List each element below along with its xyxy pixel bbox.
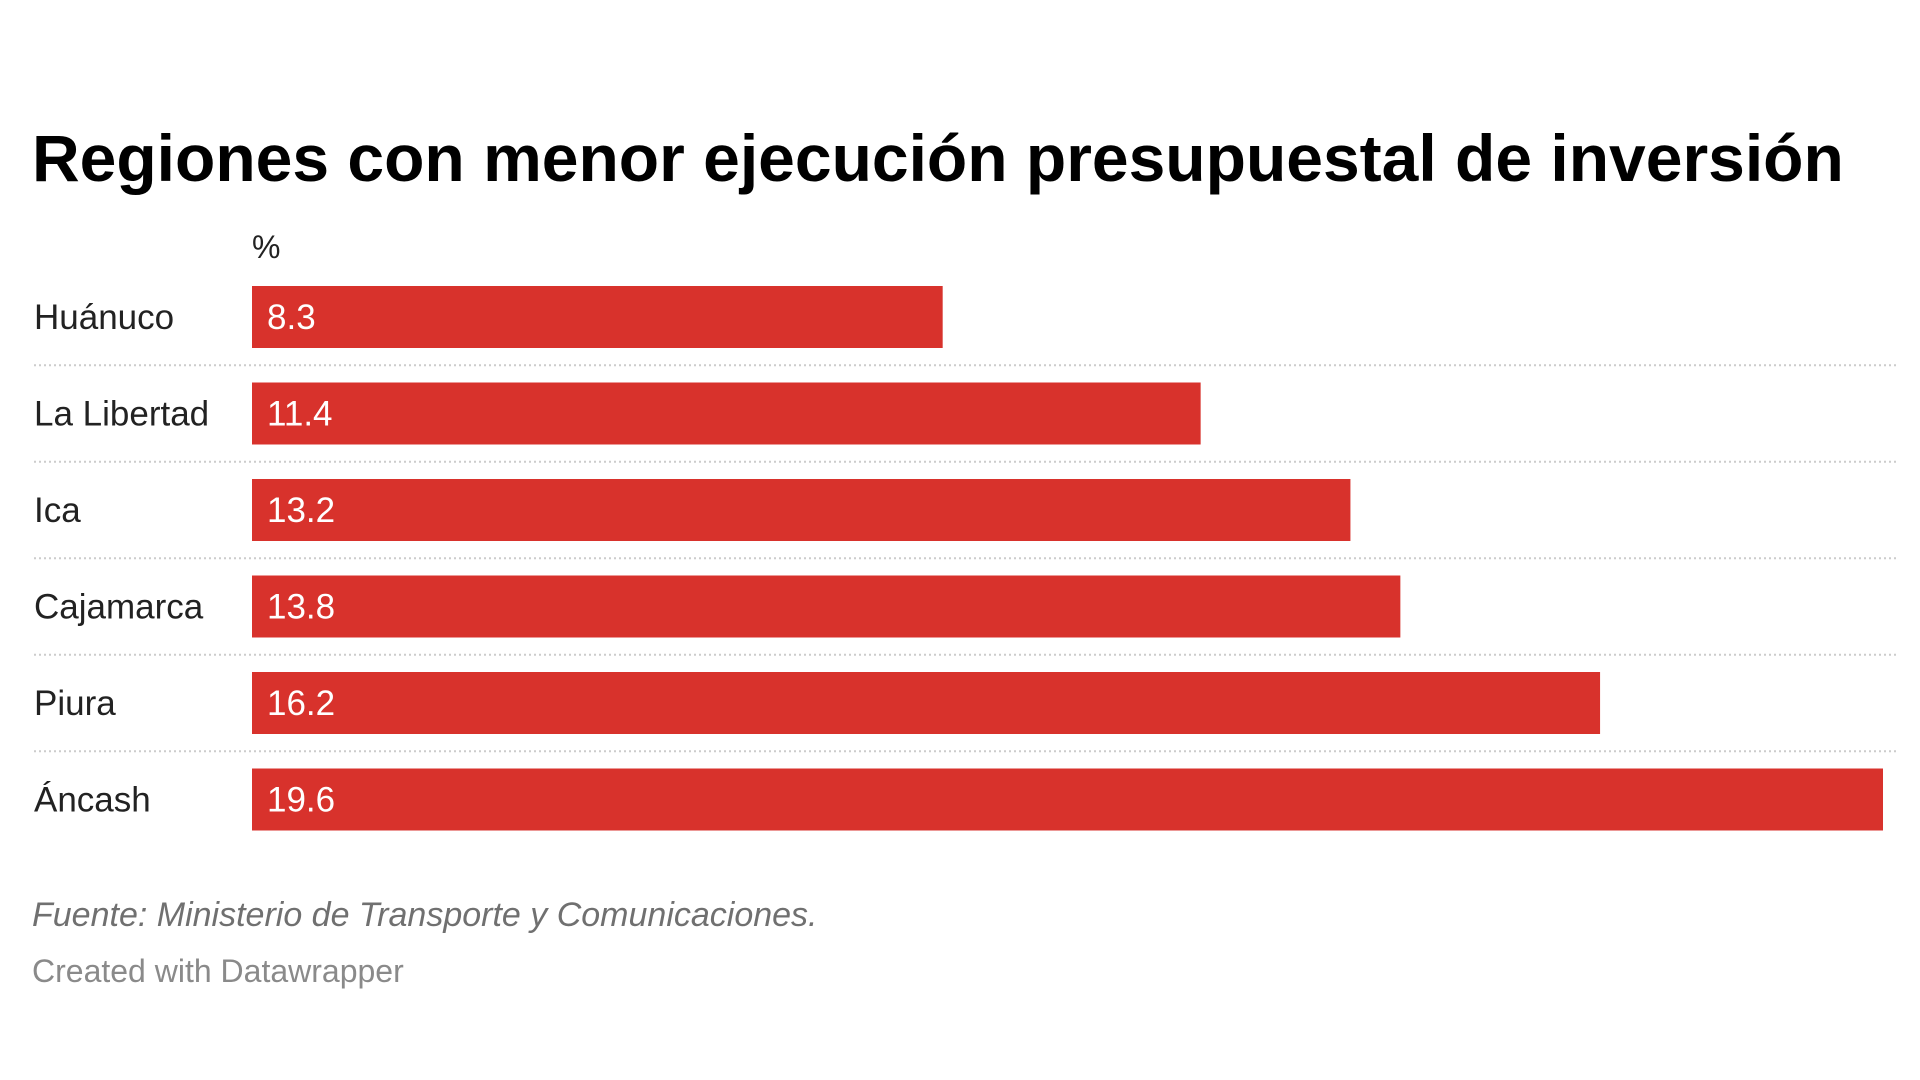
value-label: 19.6: [267, 781, 335, 820]
bar: [252, 382, 1201, 445]
bar: [252, 575, 1401, 638]
value-label: 11.4: [267, 395, 333, 434]
bar: [252, 286, 943, 348]
value-label: 13.8: [267, 588, 335, 627]
bar-chart: % Huánuco 8.3 La Libertad 11.4 Ica 13.2 Cajama…: [34, 229, 1896, 831]
source-note: Fuente: Ministerio de Transporte y Comun…: [32, 896, 818, 934]
category-label: La Libertad: [34, 395, 209, 434]
category-label: Ica: [34, 491, 81, 530]
chart-title: Regiones con menor ejecución presupuesta…: [32, 121, 1844, 195]
category-label: Áncash: [34, 781, 151, 820]
value-label: 16.2: [267, 684, 335, 723]
category-label: Cajamarca: [34, 588, 204, 627]
bar: [252, 768, 1883, 831]
value-label: 8.3: [267, 298, 316, 337]
bar: [252, 479, 1351, 541]
unit-label: %: [252, 229, 280, 265]
credit-note: Created with Datawrapper: [32, 953, 404, 989]
bar: [252, 672, 1601, 734]
category-label: Piura: [34, 684, 116, 723]
value-label: 13.2: [267, 491, 335, 530]
category-label: Huánuco: [34, 298, 174, 337]
